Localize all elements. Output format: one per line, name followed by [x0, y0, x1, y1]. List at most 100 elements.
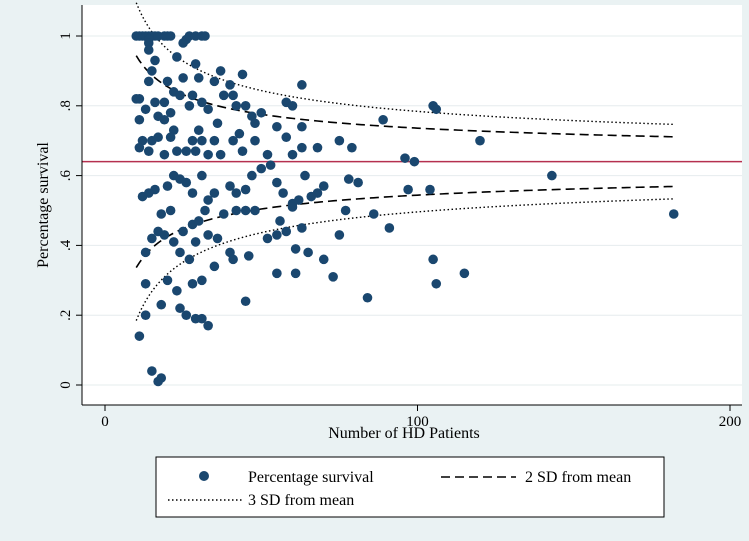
y-tick-label: .6	[58, 169, 74, 181]
data-point	[165, 205, 176, 216]
data-point	[165, 107, 176, 118]
data-point	[228, 90, 238, 101]
data-point	[218, 209, 229, 219]
data-point	[293, 195, 304, 205]
data-point	[287, 149, 298, 160]
data-point	[134, 142, 145, 153]
legend-label-2sd: 2 SD from mean	[525, 469, 631, 486]
data-point	[200, 205, 210, 216]
data-point	[209, 188, 220, 198]
data-point	[200, 31, 210, 41]
data-point	[175, 247, 185, 258]
data-point	[225, 181, 235, 191]
data-point	[228, 254, 238, 265]
data-point	[290, 268, 301, 279]
data-point	[297, 121, 307, 132]
data-point	[318, 254, 329, 265]
data-point	[668, 209, 679, 219]
data-point	[143, 38, 154, 48]
data-point	[143, 76, 154, 87]
data-point	[297, 142, 307, 153]
data-point	[403, 184, 413, 195]
legend: Percentage survival 2 SD from mean 3 SD …	[155, 456, 665, 518]
data-point	[140, 278, 151, 289]
data-point	[143, 188, 154, 198]
data-point	[162, 76, 173, 87]
data-point	[250, 118, 260, 129]
data-point	[143, 146, 154, 156]
y-tick-label: .4	[58, 239, 74, 251]
data-point	[147, 233, 157, 244]
data-point	[203, 104, 213, 115]
data-point	[193, 73, 204, 83]
data-point	[165, 31, 176, 41]
data-point	[247, 170, 257, 181]
data-point	[153, 132, 163, 143]
data-point	[159, 114, 170, 125]
data-point	[428, 254, 438, 265]
data-point	[347, 142, 357, 153]
data-point	[184, 101, 195, 111]
data-point	[193, 216, 204, 226]
data-point	[140, 310, 151, 321]
y-tick-label: .2	[58, 310, 74, 321]
data-point	[190, 146, 201, 156]
data-point	[231, 205, 242, 216]
legend-dot-symbol	[199, 471, 209, 481]
data-point	[147, 66, 157, 76]
x-tick-label: 0	[101, 414, 109, 430]
y-tick-label: 0	[58, 381, 74, 389]
data-point	[203, 230, 213, 240]
data-point	[178, 73, 188, 83]
data-point	[250, 205, 260, 216]
data-point	[262, 233, 273, 244]
data-point	[134, 331, 145, 341]
data-point	[147, 366, 157, 376]
data-point	[225, 80, 235, 90]
data-point	[212, 118, 223, 129]
x-tick-label: 100	[406, 414, 429, 430]
data-point	[243, 251, 254, 261]
data-point	[218, 90, 229, 101]
data-point	[162, 275, 173, 286]
data-point	[362, 292, 373, 303]
data-point	[250, 135, 260, 146]
data-point	[297, 223, 307, 233]
data-point	[197, 97, 207, 108]
data-point	[143, 45, 154, 55]
data-point	[287, 202, 298, 212]
data-point	[172, 52, 182, 62]
data-point	[290, 244, 301, 254]
data-point	[459, 268, 470, 279]
data-point	[272, 268, 282, 279]
data-point	[193, 125, 204, 136]
data-point	[175, 90, 185, 101]
data-point	[240, 205, 251, 216]
data-point	[475, 135, 485, 146]
data-point	[134, 94, 145, 104]
data-point	[215, 149, 226, 160]
data-point	[172, 285, 182, 296]
x-axis-title: Number of HD Patients	[328, 425, 480, 442]
data-point	[234, 128, 245, 139]
data-point	[431, 278, 442, 289]
data-point	[172, 146, 182, 156]
control-limit-sd3-upper	[135, 2, 674, 126]
control-limit-sd2-upper	[135, 55, 674, 138]
data-point	[343, 174, 354, 184]
data-point	[312, 188, 323, 198]
data-point	[209, 261, 220, 272]
gridlines	[82, 35, 742, 386]
data-point	[187, 90, 198, 101]
data-point	[187, 278, 198, 289]
data-point	[353, 177, 363, 188]
x-tick-label: 200	[719, 414, 742, 430]
data-point	[197, 170, 207, 181]
data-point	[431, 104, 442, 115]
data-point	[187, 188, 198, 198]
data-point	[165, 132, 176, 143]
data-point	[140, 104, 151, 115]
data-point	[178, 226, 188, 237]
data-point	[300, 170, 310, 181]
data-point	[368, 209, 379, 219]
